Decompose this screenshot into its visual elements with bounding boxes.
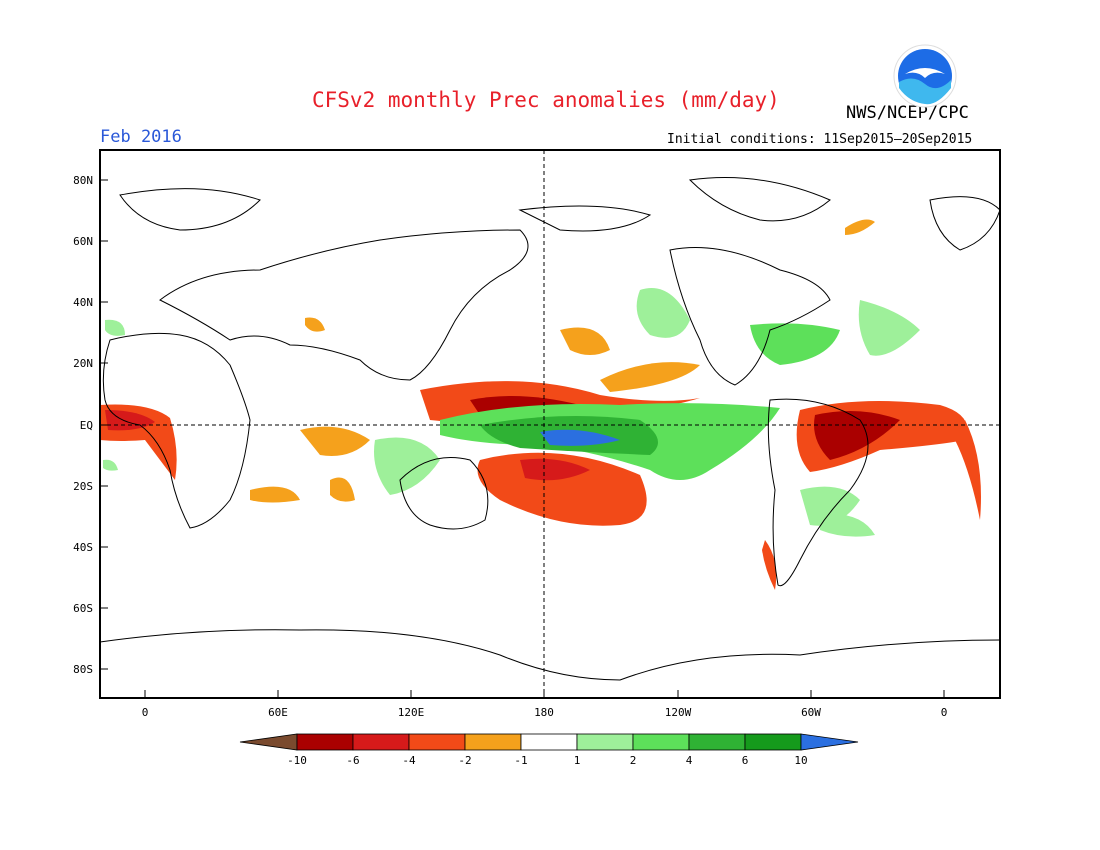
legend-ticks: -10 -6 -4 -2 -1 1 2 4 6 10 [287, 754, 808, 767]
lon-label: 120W [665, 706, 692, 719]
color-legend [239, 733, 859, 751]
legend-swatch [408, 733, 466, 751]
legend-tick-label: -2 [458, 754, 471, 767]
legend-swatch [464, 733, 522, 751]
lat-label: 40N [73, 296, 93, 309]
legend-swatch [520, 733, 578, 751]
lat-label: 80N [73, 174, 93, 187]
legend-tick-label: -1 [514, 754, 527, 767]
legend-tick-label: 10 [794, 754, 807, 767]
lon-label: 0 [142, 706, 149, 719]
legend-tick-label: 6 [742, 754, 749, 767]
legend-tick-label: 4 [686, 754, 693, 767]
lat-label: EQ [80, 419, 93, 432]
map-title: CFSv2 monthly Prec anomalies (mm/day) [312, 88, 780, 112]
lat-label: 60S [73, 602, 93, 615]
lon-label: 60E [268, 706, 288, 719]
legend-swatch [688, 733, 746, 751]
legend-tick-label: 1 [574, 754, 581, 767]
legend-swatch [352, 733, 410, 751]
forecast-month: Feb 2016 [100, 127, 182, 147]
lon-axis: 0 60E 120E 180 120W 60W 0 [142, 690, 948, 719]
lon-label: 0 [941, 706, 948, 719]
lat-label: 20S [73, 480, 93, 493]
legend-swatch [632, 733, 690, 751]
legend-tick-label: -6 [346, 754, 359, 767]
legend-swatch [239, 733, 298, 751]
legend-swatch [296, 733, 354, 751]
initial-conditions: Initial conditions: 11Sep2015–20Sep2015 [667, 132, 973, 147]
lat-label: 40S [73, 541, 93, 554]
lon-label: 120E [398, 706, 425, 719]
legend-tick-label: -10 [287, 754, 307, 767]
lon-label: 180 [534, 706, 554, 719]
lat-label: 80S [73, 663, 93, 676]
lat-axis: 80N 60N 40N 20N EQ 20S 40S 60S 80S [73, 174, 108, 676]
anomaly-shading [100, 219, 981, 590]
legend-tick-label: 2 [630, 754, 637, 767]
legend-swatch [800, 733, 859, 751]
lat-label: 20N [73, 357, 93, 370]
coastlines [99, 177, 1001, 681]
legend-swatch [576, 733, 634, 751]
noaa-logo-icon [893, 44, 957, 108]
legend-swatch [744, 733, 802, 751]
agency-label: NWS/NCEP/CPC [846, 103, 969, 123]
legend-tick-label: -4 [402, 754, 416, 767]
lon-label: 60W [801, 706, 821, 719]
lat-label: 60N [73, 235, 93, 248]
